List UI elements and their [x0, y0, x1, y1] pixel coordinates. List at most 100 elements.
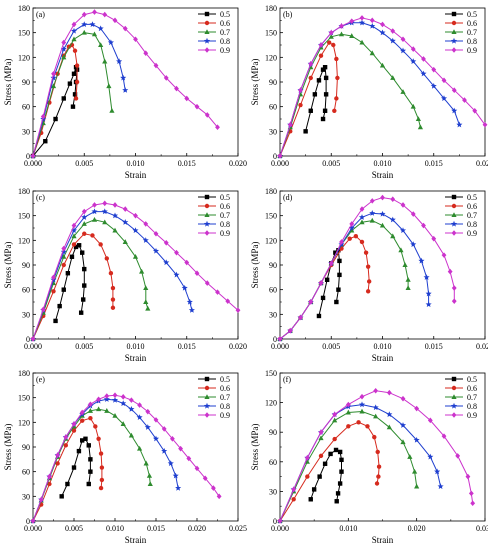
data-point [332, 411, 338, 418]
data-point [81, 208, 87, 215]
data-point [76, 448, 82, 454]
legend-marker [451, 29, 457, 34]
legend-label: 0.6 [220, 384, 230, 393]
y-axis-label: Stress (MPa) [250, 242, 260, 289]
data-point [337, 449, 343, 455]
data-point [88, 401, 93, 408]
data-point [88, 416, 93, 421]
x-tick-label: 0.010 [339, 524, 357, 533]
data-point [202, 475, 208, 482]
panel-label: (b) [283, 10, 293, 19]
y-tick-label: 30 [22, 310, 30, 319]
chart-panel: 0.000 0.005 0.010 0.015 0.020 0 30 60 90 120 150 18… [250, 4, 488, 180]
data-point [71, 233, 77, 239]
data-point [431, 235, 437, 242]
data-point [434, 468, 441, 475]
data-point [400, 439, 406, 445]
data-point [80, 418, 85, 423]
data-point [335, 491, 341, 496]
data-point [146, 472, 153, 478]
data-point [204, 280, 210, 286]
data-point [112, 412, 118, 418]
data-point [312, 92, 318, 97]
data-point [339, 239, 344, 245]
legend-label: 0.6 [467, 384, 477, 393]
data-point [358, 401, 366, 408]
series-line [279, 41, 338, 157]
series-line [32, 44, 78, 157]
data-point [81, 21, 88, 28]
data-point [305, 474, 310, 479]
x-tick-label: 0.015 [178, 342, 196, 351]
x-tick-label: 0.025 [229, 524, 247, 533]
legend-marker [203, 37, 211, 44]
data-point [334, 56, 339, 62]
data-point [78, 310, 84, 315]
data-point [139, 268, 145, 274]
data-point [376, 464, 382, 469]
legend-label: 0.7 [220, 28, 230, 37]
data-point [108, 271, 114, 276]
series-0.6 [30, 231, 116, 342]
data-point [356, 420, 361, 425]
legend-marker [450, 402, 458, 409]
data-point [380, 194, 385, 201]
panel-label: (c) [36, 193, 45, 202]
data-point [120, 400, 127, 407]
y-tick-label: 150 [265, 212, 277, 221]
legend-marker [450, 220, 458, 227]
legend-label: 0.9 [467, 229, 477, 238]
legend-label: 0.8 [467, 37, 477, 46]
data-point [423, 274, 430, 280]
x-tick-label: 0.005 [65, 524, 83, 533]
x-tick-label: 0.005 [75, 342, 93, 351]
x-tick-label: 0.010 [374, 159, 392, 168]
data-point [89, 21, 96, 28]
y-axis-label: Stress (MPa) [250, 59, 260, 106]
data-point [358, 214, 366, 220]
data-point [107, 39, 114, 46]
data-point [421, 56, 426, 62]
data-point [334, 499, 339, 504]
data-point [109, 107, 115, 113]
y-tick-label: 60 [22, 468, 30, 477]
series-0.6 [277, 40, 340, 159]
data-point [359, 393, 365, 400]
data-point [389, 216, 396, 223]
data-point [349, 33, 355, 38]
data-point [122, 87, 129, 93]
data-point [30, 518, 36, 524]
data-point [414, 405, 420, 412]
data-point [277, 153, 283, 159]
data-point [451, 298, 457, 304]
data-point [455, 453, 461, 459]
y-tick-label: 150 [18, 212, 30, 221]
legend-marker [204, 47, 210, 53]
data-point [81, 221, 87, 226]
data-point [427, 453, 434, 460]
data-point [225, 298, 231, 304]
y-tick-label: 150 [18, 29, 30, 38]
legend-marker [451, 47, 457, 53]
y-tick-label: 30 [22, 127, 30, 136]
data-point [81, 297, 86, 302]
data-point [390, 196, 396, 203]
legend-label: 0.9 [220, 411, 230, 420]
data-point [71, 428, 77, 433]
data-point [142, 237, 149, 243]
data-point [421, 222, 426, 229]
data-point [71, 465, 77, 470]
data-point [441, 77, 447, 84]
data-point [328, 451, 333, 457]
data-point [431, 66, 437, 73]
data-point [204, 112, 210, 118]
data-point [328, 29, 334, 36]
data-point [472, 107, 478, 114]
data-point [390, 233, 396, 239]
data-point [51, 70, 56, 77]
x-tick-label: 0.005 [322, 159, 340, 168]
series-0.6 [30, 416, 105, 524]
data-point [318, 429, 324, 435]
y-axis-label: Stress (MPa) [250, 424, 260, 471]
data-point [112, 202, 118, 208]
